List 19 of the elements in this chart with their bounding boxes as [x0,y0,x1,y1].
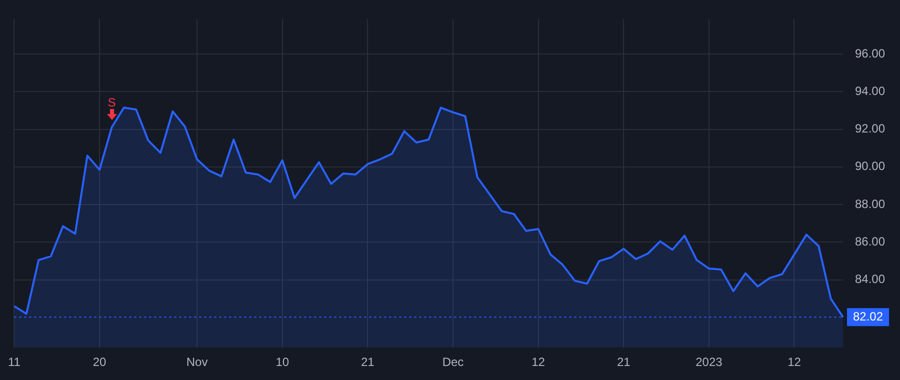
x-tick-label: 12 [788,355,802,370]
y-tick-label: 90.00 [855,159,886,174]
y-tick-label: 96.00 [855,46,886,60]
annotation: S [108,96,116,110]
ref-line-label: 82.02 [853,309,884,324]
x-tick-label: Nov [186,355,208,370]
x-tick-label: 21 [616,355,631,370]
y-tick-label: 88.00 [855,196,886,211]
x-tick-label: 11 [8,355,21,370]
y-tick-label: 86.00 [855,234,886,249]
y-tick-label: 92.00 [855,122,886,136]
x-tick-label: 20 [92,355,107,370]
x-tick-label: 12 [532,355,546,370]
x-tick-label: 21 [360,355,375,370]
x-tick-label: 2023 [696,355,723,370]
x-tick-label: 10 [276,355,290,370]
y-tick-label: 84.00 [855,272,886,286]
y-tick-label: 94.00 [855,84,886,98]
x-tick-label: Dec [442,355,464,370]
